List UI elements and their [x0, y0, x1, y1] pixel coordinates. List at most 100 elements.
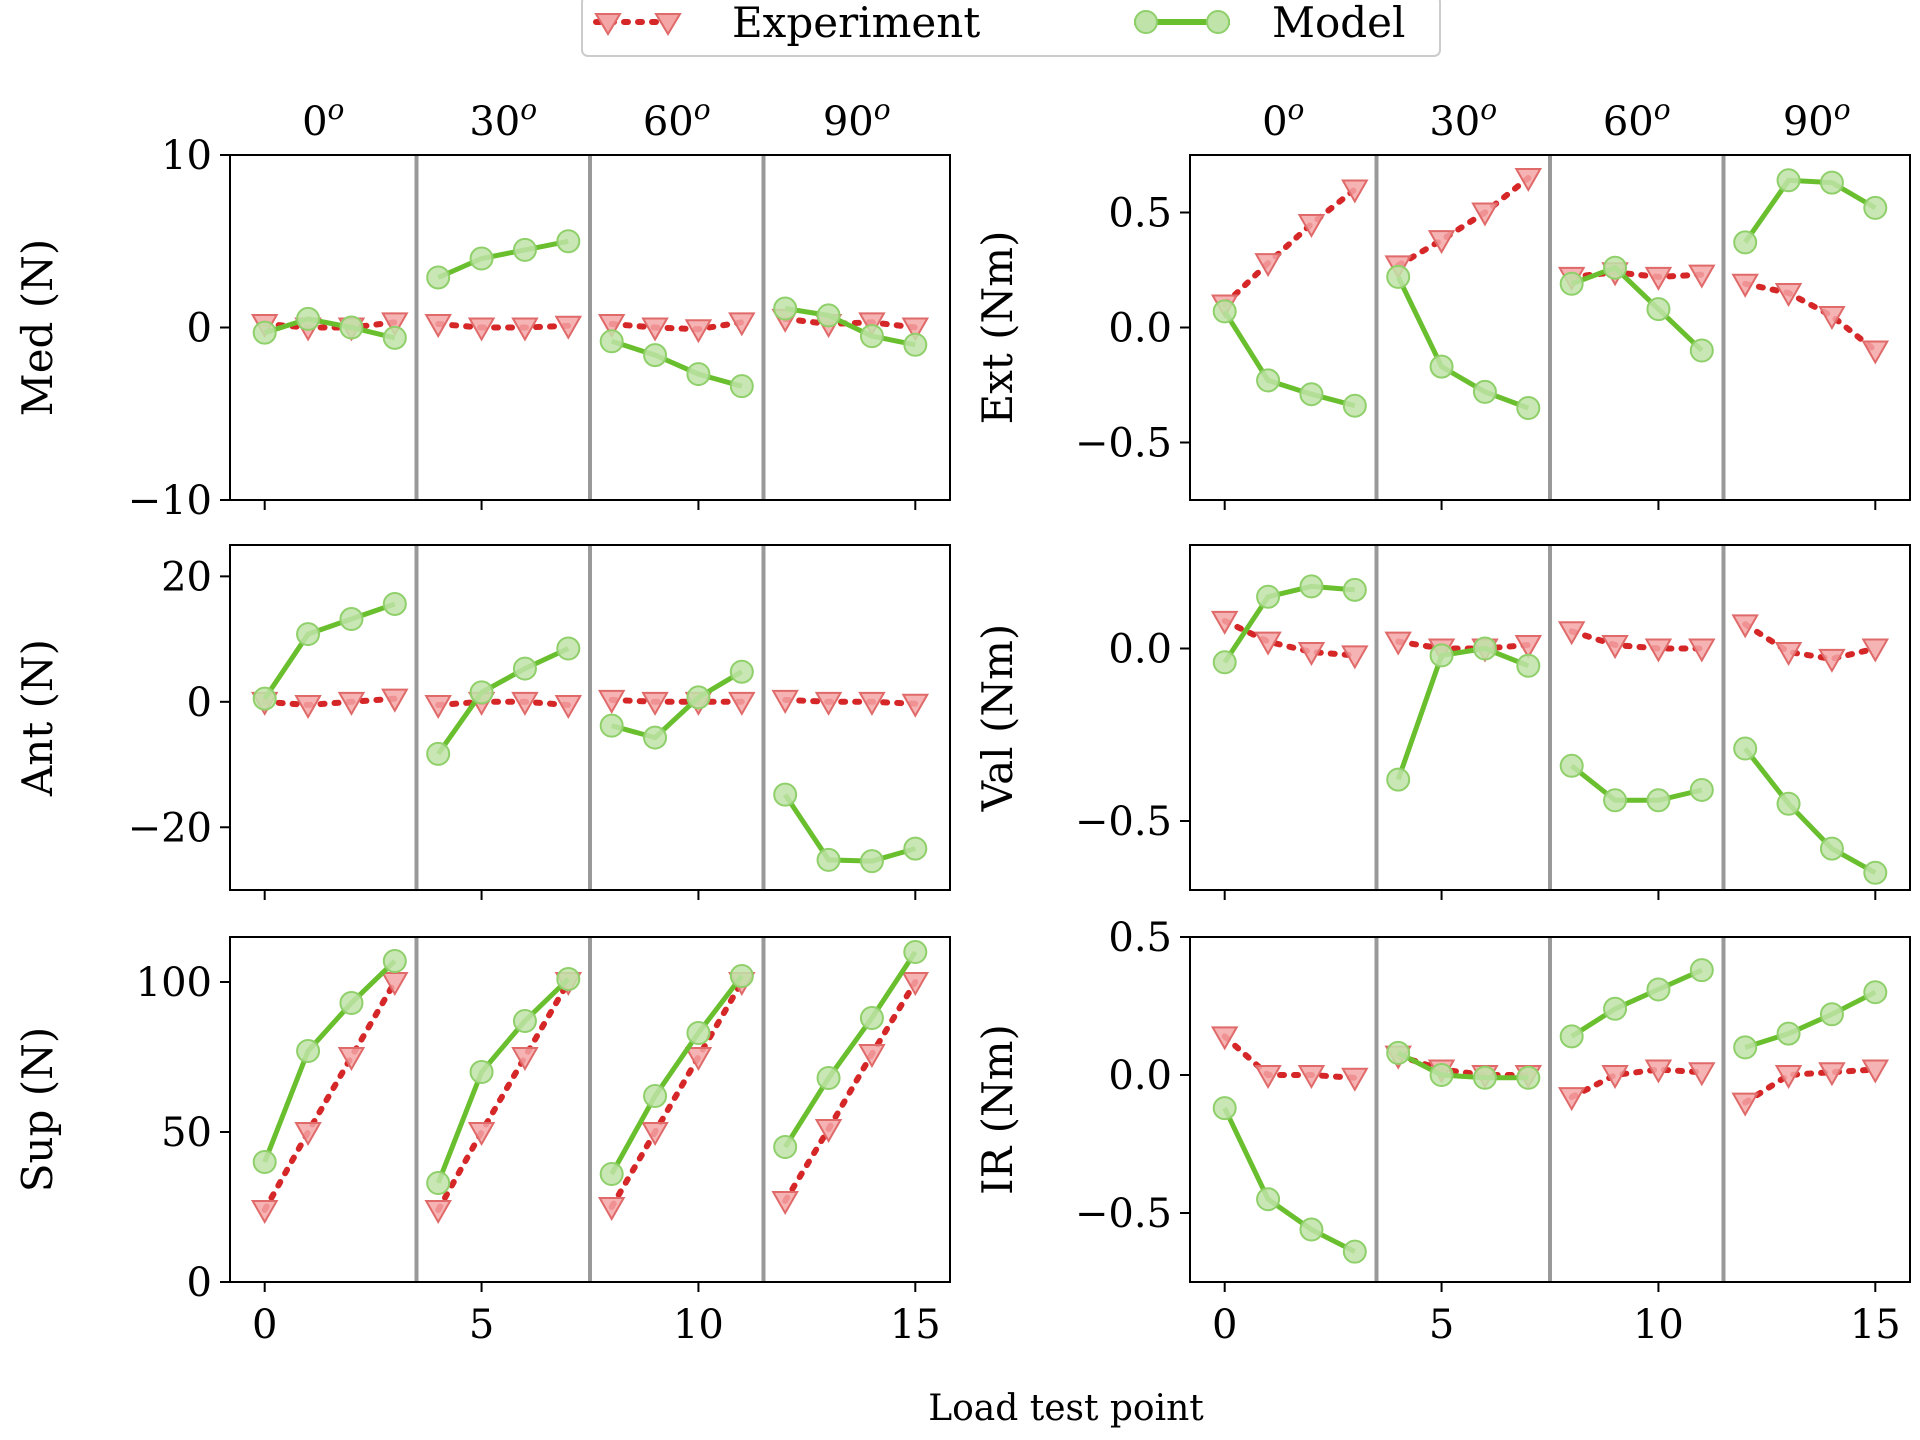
plot-area	[1210, 574, 1890, 885]
experiment-point	[858, 691, 886, 716]
experiment-point	[597, 689, 626, 714]
model-point	[773, 782, 798, 807]
experiment-point	[424, 1200, 452, 1225]
model-point	[903, 940, 928, 964]
model-point	[1819, 170, 1844, 195]
model-point	[1516, 1065, 1541, 1090]
model-point	[1863, 860, 1888, 885]
experiment-point	[1254, 1065, 1282, 1090]
model-line-segment	[1743, 177, 1877, 244]
model-point	[382, 949, 407, 973]
x-tick-label: 10	[673, 1302, 724, 1348]
y-axis-label: IR (Nm)	[973, 1024, 1022, 1195]
experiment-point	[1254, 253, 1282, 278]
model-point	[599, 713, 624, 738]
model-point	[1819, 1002, 1844, 1027]
angle-label: 0o	[1262, 93, 1304, 145]
model-point	[1733, 736, 1758, 761]
experiment-point	[294, 1122, 322, 1147]
angle-label: 90o	[823, 93, 891, 145]
x-tick-label: 5	[469, 1302, 494, 1348]
legend-model-label: Model	[1272, 0, 1405, 47]
model-point	[1472, 1065, 1497, 1090]
model-point	[1212, 650, 1237, 675]
model-point	[643, 343, 668, 368]
experiment-point	[1688, 1062, 1716, 1087]
experiment-point	[511, 317, 539, 342]
model-point	[859, 1006, 884, 1030]
y-tick-label: 100	[136, 960, 212, 1006]
model-point	[252, 686, 277, 711]
experiment-point	[1731, 273, 1759, 298]
experiment-point	[1774, 1065, 1803, 1090]
experiment-point	[1557, 1087, 1586, 1112]
model-line-segment	[1570, 967, 1703, 1039]
experiment-point	[1471, 202, 1499, 227]
model-point	[729, 659, 754, 684]
y-tick-label: 0	[187, 306, 212, 352]
experiment-point	[467, 1122, 496, 1147]
y-tick-label: 20	[161, 554, 212, 600]
model-line-segment	[1744, 989, 1877, 1050]
experiment-point	[641, 317, 669, 342]
axes-frame	[229, 544, 951, 891]
experiment-point	[1861, 340, 1890, 365]
experiment-line-segment	[1742, 280, 1879, 354]
model-point	[903, 836, 928, 861]
y-tick-label: 0	[187, 680, 212, 726]
model-point	[1776, 1021, 1801, 1046]
experiment-line-segment	[435, 698, 572, 708]
experiment-point	[250, 1200, 279, 1225]
x-tick-label: 5	[1429, 1302, 1454, 1348]
angle-label: 0o	[302, 93, 344, 145]
experiment-point	[728, 691, 756, 716]
model-point	[1819, 836, 1844, 861]
experiment-point	[381, 688, 409, 713]
model-point	[686, 362, 711, 387]
model-point	[1256, 584, 1281, 609]
model-point	[1429, 1063, 1454, 1087]
angle-label: 60o	[643, 93, 711, 145]
plot-area	[1210, 958, 1890, 1264]
experiment-point	[684, 319, 713, 344]
angle-label: 60o	[1603, 93, 1671, 145]
model-point	[1299, 574, 1324, 599]
plot-area	[250, 940, 930, 1225]
experiment-point	[1341, 179, 1369, 204]
model-point	[816, 847, 841, 872]
model-point	[512, 656, 537, 681]
model-point	[1386, 264, 1411, 289]
y-tick-label: 0.5	[1108, 191, 1172, 237]
model-point	[1472, 636, 1497, 661]
y-tick-label: −10	[128, 478, 212, 524]
experiment-point	[597, 1197, 626, 1222]
experiment-point	[1427, 230, 1456, 255]
experiment-point	[901, 972, 930, 997]
model-line-segment	[609, 974, 744, 1176]
model-point	[729, 374, 754, 399]
model-point	[1516, 653, 1541, 678]
model-point	[1342, 393, 1367, 418]
legend-experiment-marker	[593, 13, 683, 36]
experiment-line-segment	[1221, 1033, 1358, 1081]
experiment-line-segment	[1221, 617, 1358, 659]
legend-model-marker	[1134, 10, 1230, 34]
model-line-segment	[262, 601, 396, 701]
model-line-segment	[1395, 275, 1530, 411]
model-line-segment	[610, 338, 743, 389]
model-point	[469, 1060, 494, 1084]
model-line-segment	[783, 793, 916, 864]
model-point	[512, 1009, 537, 1033]
experiment-point	[467, 317, 496, 342]
x-axis-label: Load test point	[928, 1388, 1204, 1429]
model-line-segment	[1570, 763, 1703, 803]
experiment-point	[1731, 1092, 1759, 1117]
model-point	[512, 237, 537, 262]
panels: −10 0 10 Med (N) 0o 30o 60o 90o −0.5 0.0 0.5 Ext (N…	[13, 93, 1911, 1348]
model-point	[859, 324, 884, 349]
model-point	[1386, 1040, 1411, 1065]
experiment-point	[1254, 631, 1282, 656]
y-axis-label: Ext (Nm)	[973, 231, 1022, 425]
experiment-line-segment	[1395, 638, 1532, 652]
model-point	[426, 741, 451, 766]
